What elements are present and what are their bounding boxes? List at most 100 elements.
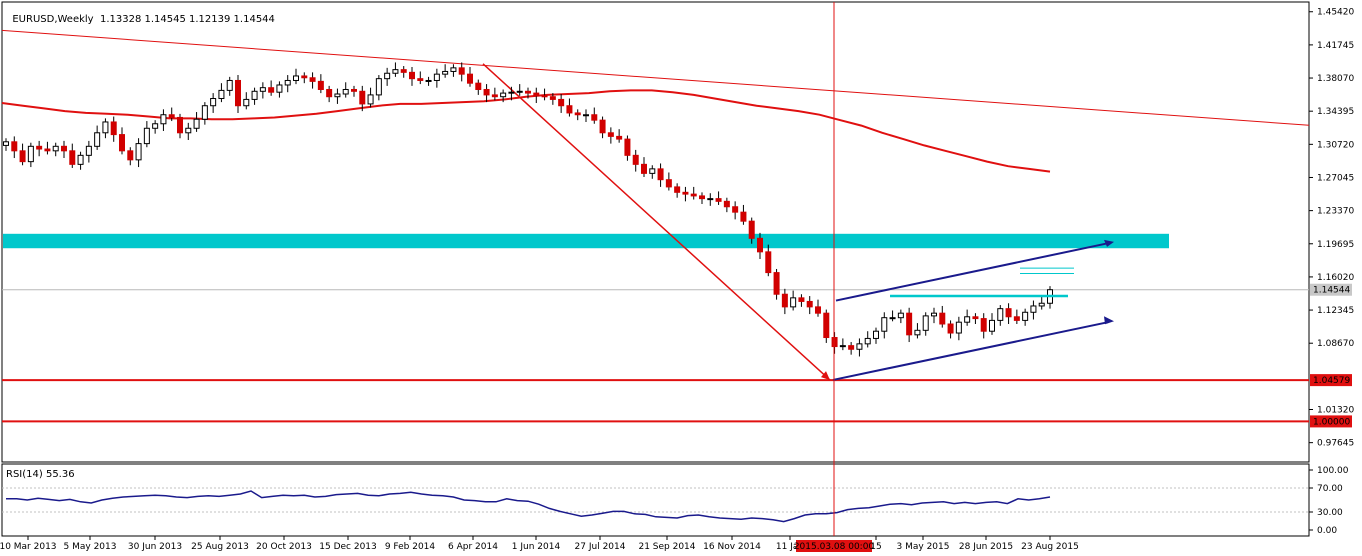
- bear-candle-body: [682, 191, 689, 195]
- candle: [732, 201, 739, 220]
- candle: [682, 186, 689, 202]
- candle: [657, 163, 664, 187]
- candle: [707, 193, 714, 206]
- candle: [367, 87, 374, 108]
- bull-candle-body: [226, 79, 233, 91]
- bear-candle-body: [773, 272, 780, 295]
- bear-candle-body: [119, 134, 125, 152]
- bear-candle-body: [699, 195, 705, 200]
- bear-candle-body: [757, 237, 763, 253]
- y-tick-label: 1.27045: [1317, 173, 1354, 183]
- bear-candle-body: [458, 67, 465, 75]
- bear-candle-body: [400, 69, 407, 73]
- crosshair-date-bg: [796, 540, 872, 552]
- candle: [359, 85, 366, 112]
- bull-candle-body: [259, 87, 266, 92]
- candle: [583, 109, 589, 122]
- candle: [85, 140, 92, 163]
- candle: [566, 98, 573, 117]
- bear-candle-body: [168, 114, 175, 118]
- bull-candle-body: [516, 90, 523, 93]
- candle: [757, 232, 763, 260]
- candle: [881, 312, 888, 339]
- ohlc-values: 1.13328 1.14545 1.12139 1.14544: [99, 14, 275, 25]
- bear-candle-body: [483, 88, 490, 96]
- channel-lower-arrow: [1104, 316, 1114, 325]
- candle: [102, 118, 109, 139]
- candle: [491, 87, 498, 101]
- bear-candle-body: [1005, 308, 1012, 318]
- candle: [193, 112, 200, 132]
- candle: [864, 331, 871, 348]
- candle: [641, 157, 647, 177]
- bear-candle-body: [326, 88, 333, 98]
- y-tick-label: 1.30720: [1317, 140, 1354, 150]
- bear-candle-body: [69, 150, 76, 165]
- x-tick-label: 25 Aug 2013: [191, 542, 249, 552]
- y-tick-label: 1.01320: [1317, 406, 1354, 416]
- candle: [400, 66, 407, 78]
- downtrend-arrow-head: [821, 371, 830, 381]
- bear-candle-body: [1013, 316, 1020, 321]
- candle: [293, 68, 299, 85]
- candle: [235, 75, 241, 113]
- bull-candle-body: [897, 312, 904, 319]
- x-tick-label: 27 Jul 2014: [575, 542, 626, 552]
- candle: [384, 67, 391, 86]
- bull-candle-body: [210, 98, 217, 107]
- bear-candle-body: [549, 96, 556, 100]
- x-tick-label: 21 Sep 2014: [638, 542, 695, 552]
- x-tick-label: 11 Jan: [776, 542, 804, 552]
- y-tick-label: 1.12345: [1317, 306, 1354, 316]
- candle: [19, 143, 26, 166]
- candle: [44, 141, 51, 155]
- bull-candle-body: [27, 145, 34, 163]
- candle: [649, 165, 656, 179]
- candle: [251, 87, 258, 105]
- bull-candle-body: [649, 168, 656, 174]
- bear-candle-body: [798, 297, 805, 302]
- x-tick-label: 10 Mar 2013: [0, 542, 57, 552]
- bull-candle-body: [707, 198, 714, 201]
- candle: [342, 82, 349, 98]
- bull-candle-body: [931, 312, 937, 317]
- bear-candle-body: [19, 150, 26, 163]
- bear-candle-body: [831, 337, 838, 348]
- bear-candle-body: [574, 112, 581, 116]
- bear-candle-body: [351, 88, 357, 92]
- candle: [483, 84, 490, 103]
- bull-candle-body: [1038, 302, 1045, 307]
- bear-candle-body: [475, 82, 482, 90]
- bear-candle-body: [409, 71, 415, 80]
- candle: [326, 85, 333, 103]
- bear-candle-body: [607, 132, 614, 137]
- candle: [276, 81, 283, 98]
- candle: [351, 85, 357, 97]
- candle: [549, 93, 556, 105]
- bear-candle-body: [566, 105, 573, 114]
- bear-candle-body: [980, 318, 987, 332]
- bear-candle-body: [657, 168, 664, 181]
- y-tick-label: 1.19695: [1317, 240, 1354, 250]
- bear-candle-body: [848, 345, 855, 350]
- candle: [450, 64, 457, 77]
- rsi-panel: [1, 463, 1310, 537]
- candle: [458, 62, 465, 82]
- bull-candle-body: [284, 79, 291, 86]
- bull-candle-body: [790, 297, 797, 308]
- bear-candle-body: [806, 300, 813, 308]
- bear-candle-body: [732, 206, 739, 213]
- candle: [243, 92, 250, 110]
- x-tick-label: 1 Jun 2014: [512, 542, 561, 552]
- candle: [599, 116, 606, 139]
- candle: [541, 88, 548, 101]
- candle: [392, 62, 399, 77]
- bull-candle-body: [201, 105, 208, 120]
- bull-candle-body: [997, 308, 1004, 321]
- bear-candle-body: [906, 312, 913, 336]
- bull-candle-body: [160, 114, 167, 125]
- candle: [533, 87, 540, 104]
- bear-candle-body: [301, 75, 308, 79]
- bull-candle-body: [334, 93, 341, 98]
